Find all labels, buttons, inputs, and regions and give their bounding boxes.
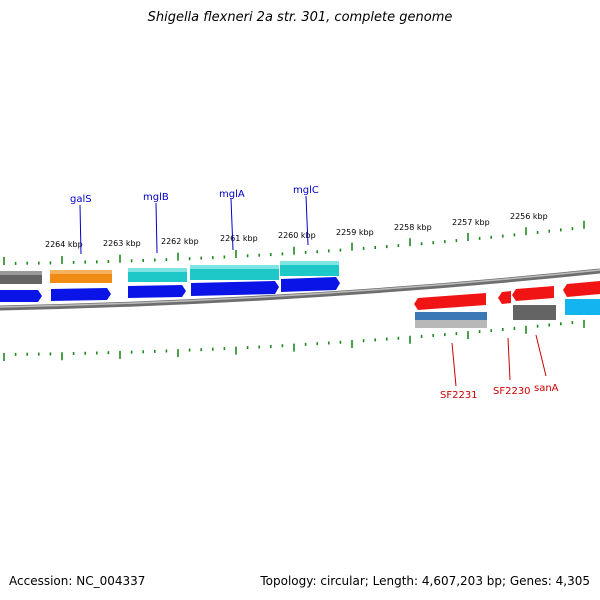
kbp-label: 2263 kbp xyxy=(103,239,141,248)
gene-label-mglA[interactable]: mglA xyxy=(219,189,245,200)
map-title: Shigella flexneri 2a str. 301, complete … xyxy=(147,10,453,25)
leader-line xyxy=(305,195,309,246)
accession-text: Accession: NC_004337 xyxy=(9,574,146,588)
kbp-label: 2261 kbp xyxy=(220,234,258,243)
scale-ticks-top xyxy=(3,220,585,265)
genome-backbone xyxy=(0,268,600,311)
gene-arrow-blue[interactable] xyxy=(0,290,42,302)
leader-line xyxy=(451,342,457,387)
kbp-label: 2258 kbp xyxy=(394,223,432,232)
kbp-label: 2264 kbp xyxy=(45,240,83,249)
gene-sanA[interactable] xyxy=(512,286,554,301)
gene-track-upper xyxy=(0,261,339,284)
leader-line xyxy=(79,204,82,255)
gene-label-SF2230[interactable]: SF2230 xyxy=(493,386,531,397)
gene-gray-right[interactable] xyxy=(513,305,556,320)
gene-sky[interactable] xyxy=(565,299,600,315)
gene-arrow-blue[interactable] xyxy=(191,281,279,296)
leader-line xyxy=(507,337,511,381)
kbp-label: 2260 kbp xyxy=(278,231,316,240)
kbp-label: 2259 kbp xyxy=(336,228,374,237)
kbp-label: 2262 kbp xyxy=(161,237,199,246)
gene-label-mglB[interactable]: mglB xyxy=(143,192,169,203)
gene-arrow-blue[interactable] xyxy=(128,285,186,298)
gene-track-blue xyxy=(0,277,340,302)
leader-line xyxy=(535,334,547,377)
gene-steel[interactable] xyxy=(415,312,487,322)
gene-SF2230[interactable] xyxy=(498,291,511,304)
gene-label-sanA[interactable]: sanA xyxy=(534,383,559,394)
gene-label-galS[interactable]: galS xyxy=(70,194,92,205)
kbp-label: 2257 kbp xyxy=(452,218,490,227)
scale-ticks-bottom xyxy=(3,319,585,361)
genome-backbone-highlight xyxy=(0,269,600,308)
gene-arrow-red[interactable] xyxy=(563,281,600,297)
topology-summary: Topology: circular; Length: 4,607,203 bp… xyxy=(260,574,590,588)
gene-label-SF2231[interactable]: SF2231 xyxy=(440,390,478,401)
gene-track-red xyxy=(414,281,600,328)
leader-line xyxy=(155,202,158,254)
gene-SF2231[interactable] xyxy=(414,293,486,310)
gene-arrow-blue[interactable] xyxy=(51,288,111,301)
kbp-label: 2256 kbp xyxy=(510,212,548,221)
gene-label-mglC[interactable]: mglC xyxy=(293,185,319,196)
leader-line xyxy=(230,198,234,251)
gene-arrow-blue[interactable] xyxy=(281,277,340,292)
